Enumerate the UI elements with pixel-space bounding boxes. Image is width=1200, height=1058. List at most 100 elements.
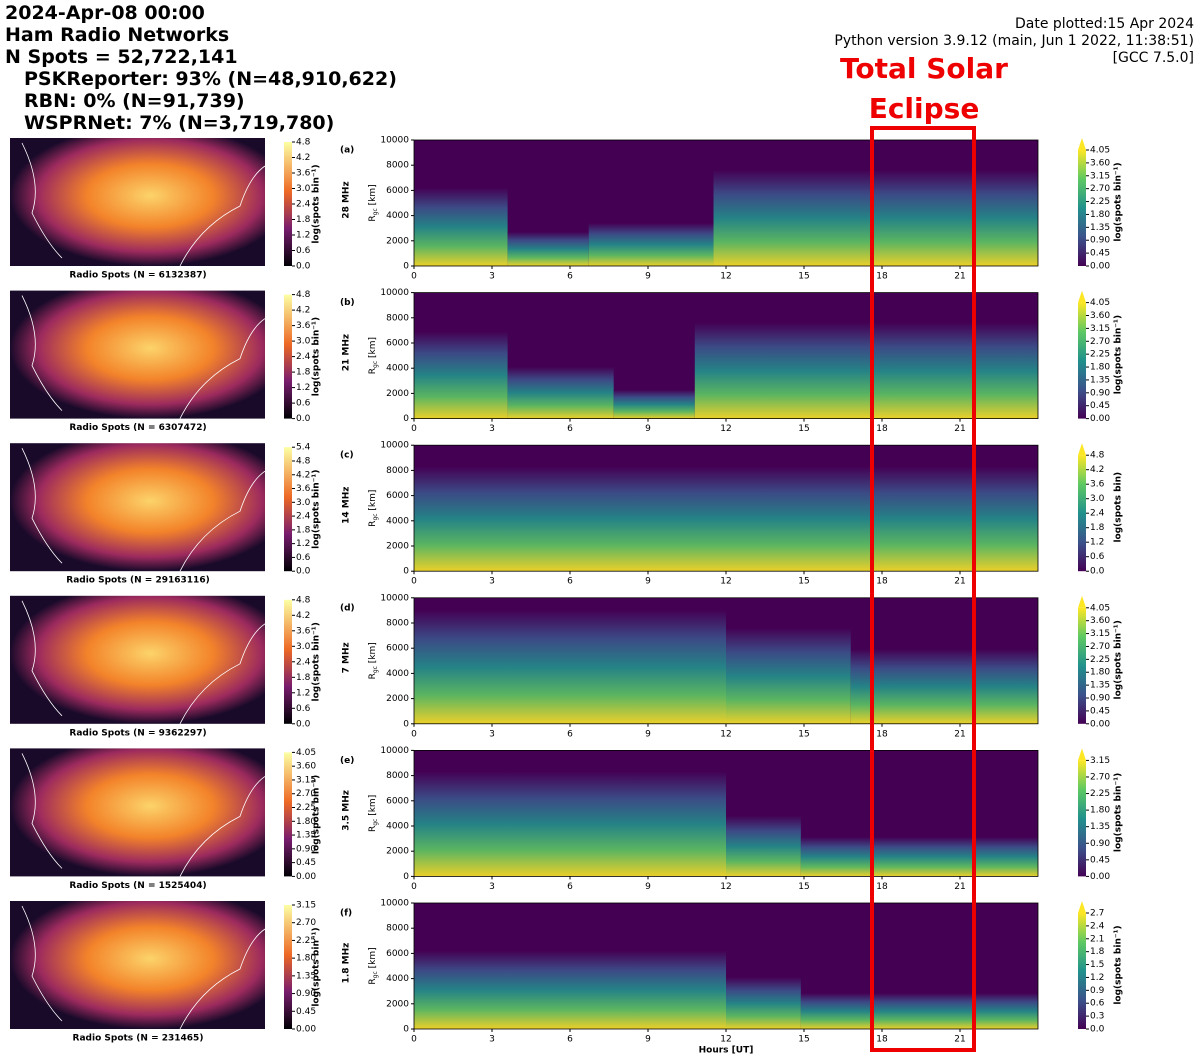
coastline (21, 448, 266, 572)
colorbar-tick-label: 2.1 (1090, 934, 1104, 944)
colorbar-label: log(spots bin⁻¹) (312, 775, 322, 854)
x-tick-label: 12 (720, 272, 731, 282)
x-tick-label: 21 (954, 577, 965, 587)
y-label-sub: gc (372, 513, 379, 520)
y-label-rest: [km] (368, 490, 378, 514)
y-tick-label: 4000 (386, 669, 409, 679)
colorbar-tick-label: 4.2 (1090, 465, 1104, 475)
y-label-sub: gc (372, 971, 379, 978)
colorbar-tick-label: 3.60 (1090, 616, 1110, 626)
colorbar-tick-label: 1.80 (296, 817, 316, 827)
colorbar-label: log(spots bin⁻¹) (1114, 925, 1124, 1004)
colorbar-tick-label: 1.2 (296, 539, 310, 549)
y-tick-label: 0 (403, 719, 409, 729)
y-tick-label: 4000 (386, 364, 409, 374)
colorbar-tick-label: 0.90 (1090, 839, 1110, 849)
y-label-rest: [km] (368, 795, 378, 819)
x-tick-label: 15 (798, 729, 809, 739)
panels: Radio Spots (N = 6132387) 0.0 0.6 1.2 1.8 2.4… (10, 136, 1124, 1056)
x-tick-label: 18 (876, 1035, 888, 1045)
y-axis-label: Rgc [km] (368, 490, 379, 527)
colorbar-tick-label: 3.15 (1090, 756, 1110, 766)
map-image (10, 748, 265, 877)
x-tick-label: 12 (720, 882, 731, 892)
band-label: 3.5 MHz (342, 790, 352, 831)
colorbar-tick-label: 2.25 (1090, 789, 1110, 799)
colorbar-tick-label: 3.15 (1090, 629, 1110, 639)
y-label-main: R (368, 215, 378, 221)
coastline (21, 600, 266, 724)
x-tick-label: 3 (489, 272, 495, 282)
y-label-main: R (368, 673, 378, 679)
map-colorbar (284, 905, 292, 1029)
y-tick-label: 0 (403, 414, 409, 424)
y-tick-label: 4000 (386, 974, 409, 984)
colorbar-tick-label: 0.6 (296, 246, 311, 256)
colorbar-tick-label: 0.6 (296, 553, 311, 563)
colorbar-label: log(spots bin) (1114, 472, 1124, 543)
colorbar-tick-label: 0.90 (296, 844, 316, 854)
colorbar-tick-label: 0.00 (1090, 414, 1110, 424)
colorbar-tick-label: 1.5 (1090, 960, 1104, 970)
colorbar-tick-label: 2.4 (296, 657, 311, 667)
heatmap-image (713, 170, 1038, 266)
map-caption: Radio Spots (N = 29163116) (66, 576, 209, 586)
colorbar-tick-label: 2.70 (1090, 642, 1110, 652)
panel: Radio Spots (N = 1525404) 0.00 0.45 0.90 1.3… (10, 746, 1124, 892)
y-tick-label: 8000 (386, 619, 409, 629)
x-tick-label: 0 (411, 272, 417, 282)
colorbar-tick-label: 1.80 (1090, 668, 1110, 678)
colorbar-tick-label: 0.6 (1090, 552, 1105, 562)
colorbar (1078, 302, 1086, 419)
colorbar-tick-label: 1.8 (1090, 523, 1105, 533)
y-tick-label: 0 (403, 1025, 409, 1035)
annotation: Total Solar (840, 52, 1008, 85)
x-tick-label: 3 (489, 1035, 495, 1045)
x-tick-label: 18 (876, 272, 888, 282)
x-tick-label: 18 (876, 577, 888, 587)
heatmap-image (414, 466, 1038, 572)
colorbar-extend (1078, 901, 1086, 913)
colorbar-tick-label: 4.2 (296, 611, 310, 621)
x-tick-label: 21 (954, 729, 965, 739)
colorbar-tick-label: 3.6 (1090, 480, 1105, 490)
x-tick-label: 6 (567, 1035, 573, 1045)
panel: Radio Spots (N = 29163116) 0.0 0.6 1.2 1.8 2.… (10, 441, 1124, 587)
y-tick-label: 2000 (386, 847, 409, 857)
colorbar-tick-label: 0.9 (1090, 986, 1105, 996)
y-tick-label: 2000 (386, 542, 409, 552)
x-axis-label: Hours [UT] (699, 1046, 754, 1056)
heatmap-image (726, 977, 801, 1029)
coastline (21, 753, 266, 877)
colorbar-tick-label: 2.70 (296, 918, 316, 928)
colorbar-tick-label: 3.15 (296, 775, 316, 785)
colorbar-tick-label: 0.6 (1090, 999, 1105, 1009)
colorbar-label: log(spots bin⁻¹) (312, 927, 322, 1006)
colorbar-tick-label: 1.2 (1090, 538, 1104, 548)
colorbar-tick-label: 3.0 (296, 498, 311, 508)
colorbar-tick-label: 2.25 (1090, 350, 1110, 360)
map-image (10, 138, 265, 266)
meta-line: Python version 3.9.12 (main, Jun 1 2022,… (834, 33, 1194, 49)
y-label-main: R (368, 368, 378, 374)
colorbar-tick-label: 2.7 (1090, 909, 1104, 919)
colorbar-tick-label: 0.45 (1090, 401, 1110, 411)
colorbar-tick-label: 1.35 (296, 971, 316, 981)
colorbar-tick-label: 1.35 (1090, 375, 1110, 385)
y-axis-label: Rgc [km] (368, 642, 379, 679)
colorbar-label: log(spots bin⁻¹) (312, 164, 322, 243)
colorbar-tick-label: 0.90 (1090, 236, 1110, 246)
colorbar-tick-label: 2.25 (1090, 197, 1110, 207)
heatmap-image (414, 950, 726, 1029)
colorbar-tick-label: 1.35 (296, 831, 316, 841)
y-tick-label: 6000 (386, 949, 409, 959)
colorbar-tick-label: 0.0 (296, 567, 311, 577)
colorbar-tick-label: 0.00 (1090, 872, 1110, 882)
colorbar-tick-label: 0.0 (1090, 1025, 1105, 1035)
panel: Radio Spots (N = 231465)0.000.450.901.35… (10, 899, 1124, 1056)
x-tick-label: 15 (798, 882, 809, 892)
colorbar-tick-label: 0.00 (296, 1025, 316, 1035)
colorbar-tick-label: 3.60 (1090, 158, 1110, 168)
colorbar-tick-label: 0.0 (1090, 567, 1105, 577)
